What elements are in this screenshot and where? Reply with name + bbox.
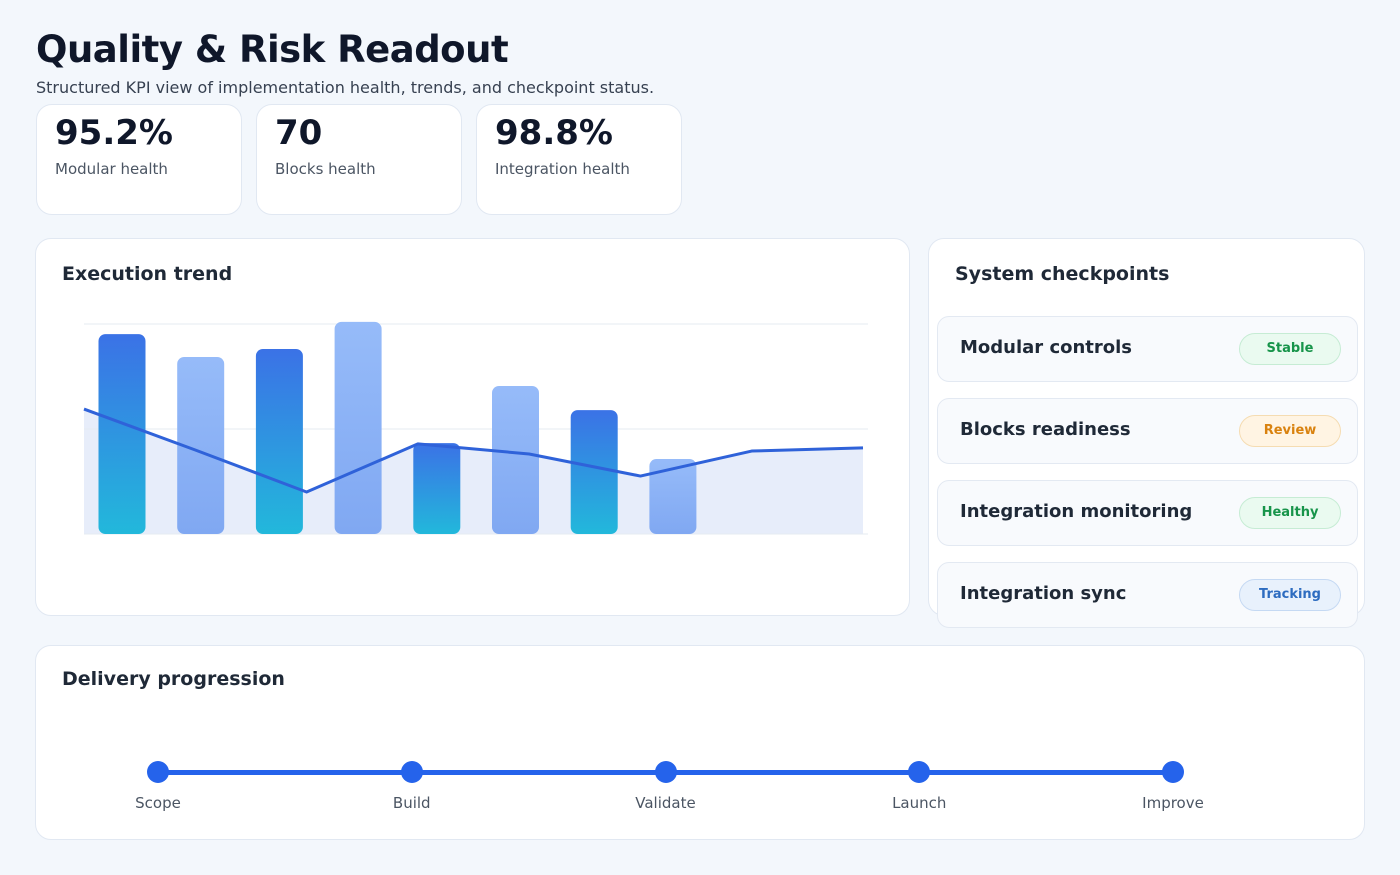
chart-title: Execution trend — [62, 263, 233, 285]
delivery-card: Delivery progression Scope Build Validate L… — [35, 645, 1365, 840]
bar — [492, 385, 539, 534]
stage-dot — [400, 761, 423, 783]
checkpoint-item: Modular controls Stable — [937, 316, 1358, 382]
kpi-label: Integration health — [495, 160, 630, 178]
kpi-value: 98.8% — [495, 113, 613, 153]
checkpoint-label: Integration sync — [960, 583, 1127, 604]
stage-label: Build — [392, 794, 431, 812]
bar — [570, 410, 618, 534]
kpi-card: 70 Blocks health — [256, 104, 462, 215]
stage-dot — [654, 761, 677, 783]
status-badge: Tracking — [1239, 579, 1341, 611]
status-badge: Healthy — [1239, 497, 1341, 529]
checkpoint-item: Integration sync Tracking — [937, 562, 1358, 628]
stage-dot — [1162, 761, 1184, 783]
trend-line — [83, 407, 864, 494]
status-badge: Review — [1239, 415, 1341, 447]
kpi-value: 70 — [275, 113, 323, 153]
kpi-value: 95.2% — [55, 113, 173, 153]
stage-dot — [147, 761, 169, 783]
chart — [83, 321, 868, 535]
bar — [255, 348, 303, 534]
kpi-card: 95.2% Modular health — [36, 104, 242, 215]
stage-label: Improve — [1142, 794, 1204, 812]
stage-label: Scope — [135, 794, 181, 812]
checkpoint-item: Integration monitoring Healthy — [937, 480, 1358, 546]
checkpoint-label: Modular controls — [960, 337, 1133, 358]
bar — [177, 356, 225, 534]
checkpoint-item: Blocks readiness Review — [937, 398, 1358, 464]
bar — [334, 321, 382, 534]
bar — [413, 443, 461, 534]
trend-card: Execution trend — [35, 238, 910, 616]
kpi-label: Blocks health — [275, 160, 376, 178]
status-badge: Stable — [1239, 333, 1341, 365]
page-title: Quality & Risk Readout — [36, 28, 509, 71]
checkpoints-card: System checkpoints Modular controls Stabl… — [928, 238, 1365, 628]
stage-dot — [908, 761, 931, 783]
stage-label: Validate — [635, 794, 696, 812]
kpi-label: Modular health — [55, 160, 168, 178]
kpi-card: 98.8% Integration health — [476, 104, 682, 215]
delivery-title: Delivery progression — [62, 668, 285, 690]
bar — [98, 334, 146, 534]
page-subtitle: Structured KPI view of implementation he… — [36, 78, 655, 97]
stage-label: Launch — [892, 794, 947, 812]
checkpoint-label: Integration monitoring — [960, 501, 1193, 522]
checkpoint-label: Blocks readiness — [960, 419, 1131, 440]
bar — [649, 459, 697, 534]
checkpoints-title: System checkpoints — [955, 263, 1170, 285]
